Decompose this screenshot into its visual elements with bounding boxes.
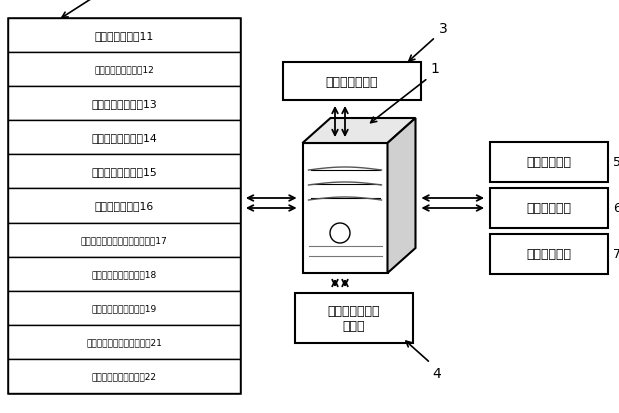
Text: 指数分析模块: 指数分析模块: [527, 248, 571, 261]
Bar: [8, 87, 240, 121]
Text: 数据采集区域划
分模块: 数据采集区域划 分模块: [327, 304, 379, 332]
Bar: [8, 155, 240, 189]
Text: 3: 3: [438, 22, 448, 36]
Bar: [8, 19, 240, 53]
Bar: [490, 189, 608, 228]
Text: 冲击能量数据监测装置19: 冲击能量数据监测装置19: [92, 304, 157, 313]
Text: 电磁辐射监测装置15: 电磁辐射监测装置15: [91, 167, 157, 177]
Text: 单轴抗压强度数据监测装置21: 单轴抗压强度数据监测装置21: [86, 337, 162, 347]
Polygon shape: [303, 119, 415, 144]
Text: 微震监测传感器16: 微震监测传感器16: [94, 201, 154, 211]
Text: 煤体应力传感器11: 煤体应力传感器11: [94, 31, 154, 41]
Text: 顶板压力监测系统13: 顶板压力监测系统13: [91, 99, 157, 109]
Text: 1: 1: [430, 62, 439, 76]
Text: 弹性能量数据监测装置18: 弹性能量数据监测装置18: [92, 270, 157, 278]
Bar: [8, 121, 240, 155]
Text: 4: 4: [433, 366, 441, 380]
Bar: [303, 144, 387, 273]
Text: 储存处理模块: 储存处理模块: [527, 156, 571, 169]
Bar: [295, 293, 412, 343]
Bar: [490, 142, 608, 183]
Text: 数据显示模块: 数据显示模块: [527, 202, 571, 215]
Bar: [8, 257, 240, 291]
Bar: [8, 359, 240, 393]
Bar: [8, 223, 240, 257]
Bar: [8, 19, 240, 393]
Bar: [8, 189, 240, 223]
Bar: [8, 53, 240, 87]
Text: 5: 5: [613, 156, 619, 169]
Text: 瓦斯浓度监测传感器12: 瓦斯浓度监测传感器12: [94, 66, 154, 74]
Text: 煤的动态破坏事件数据监测装置17: 煤的动态破坏事件数据监测装置17: [80, 235, 167, 244]
Text: 弯曲能量数据监测装置22: 弯曲能量数据监测装置22: [92, 372, 157, 380]
Text: 声发射监测传感器14: 声发射监测传感器14: [91, 133, 157, 143]
Circle shape: [330, 223, 350, 243]
Text: 预警值预设模块: 预警值预设模块: [325, 75, 378, 88]
Polygon shape: [387, 119, 415, 273]
Text: 7: 7: [613, 248, 619, 261]
Bar: [490, 235, 608, 274]
Bar: [8, 291, 240, 325]
Bar: [8, 325, 240, 359]
Text: 6: 6: [613, 202, 619, 215]
Bar: [282, 63, 420, 101]
